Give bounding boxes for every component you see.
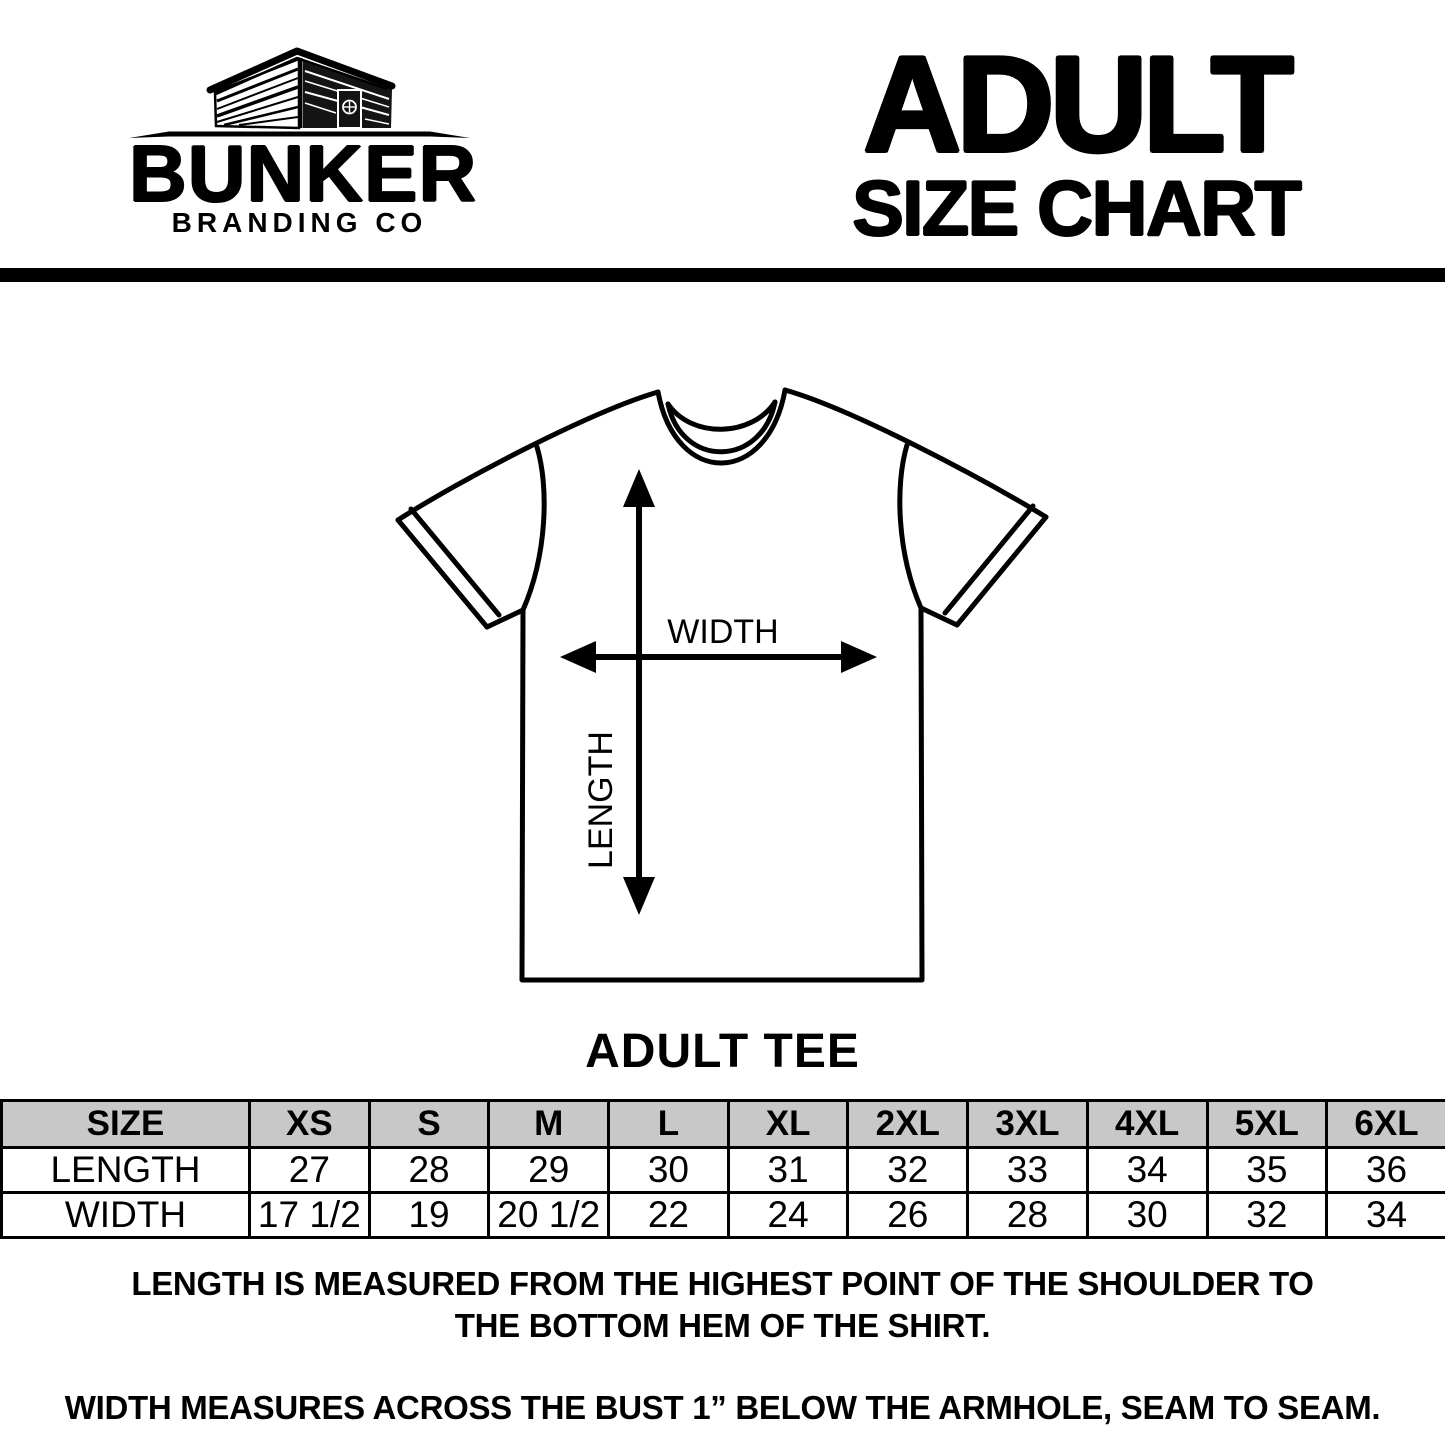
table-header-col: XS: [248, 1099, 371, 1149]
tee-caption: ADULT TEE: [585, 1025, 860, 1078]
length-note-line1: LENGTH IS MEASURED FROM THE HIGHEST POIN…: [131, 1265, 1314, 1302]
cell: 27: [248, 1146, 371, 1194]
table-header-col: L: [607, 1099, 730, 1149]
cell: 35: [1205, 1146, 1329, 1194]
cell: 28: [367, 1146, 491, 1194]
length-arrow: [623, 469, 655, 915]
length-note: LENGTH IS MEASURED FROM THE HIGHEST POIN…: [0, 1263, 1445, 1347]
length-arrow-label: LENGTH: [582, 731, 620, 869]
table-header-size: SIZE: [0, 1099, 251, 1149]
cell: 17 1/2: [248, 1191, 371, 1239]
cell: 31: [726, 1146, 850, 1194]
bunker-building-icon: [129, 47, 470, 138]
table-row-width: WIDTH 17 1/2 19 20 1/2 22 24 26 28 30 32…: [0, 1191, 1445, 1239]
width-note: WIDTH MEASURES ACROSS THE BUST 1” BELOW …: [64, 1389, 1381, 1426]
tee-outline-icon: WIDTH LENGTH: [395, 387, 1049, 983]
width-arrow-label: WIDTH: [667, 613, 778, 651]
brand-subtitle: BRANDING CO: [171, 207, 428, 238]
cell: 26: [846, 1191, 970, 1239]
cell: 32: [1205, 1191, 1329, 1239]
cell: 32: [846, 1146, 970, 1194]
cell: 34: [1085, 1146, 1209, 1194]
page-title-line1: ADULT: [863, 28, 1294, 180]
table-header-col: 4XL: [1085, 1099, 1209, 1149]
table-header-col: XL: [726, 1099, 850, 1149]
table-header-col: M: [487, 1099, 611, 1149]
table-header-row: SIZE XS S M L XL 2XL 3XL 4XL 5XL 6XL: [0, 1099, 1445, 1149]
page-title-line2: SIZE CHART: [852, 164, 1302, 252]
table-row-length: LENGTH 27 28 29 30 31 32 33 34 35 36: [0, 1146, 1445, 1194]
cell: 22: [607, 1191, 730, 1239]
cell: 34: [1325, 1191, 1445, 1239]
cell: 28: [966, 1191, 1089, 1239]
brand-logo: BUNKER BRANDING CO: [129, 45, 478, 245]
cell: 24: [726, 1191, 850, 1239]
size-table: SIZE XS S M L XL 2XL 3XL 4XL 5XL 6XL LEN…: [0, 1099, 1445, 1239]
row-label: LENGTH: [0, 1146, 251, 1194]
cell: 29: [487, 1146, 611, 1194]
cell: 30: [1085, 1191, 1209, 1239]
tee-measurement-diagram: WIDTH LENGTH: [380, 355, 1060, 1015]
table-header-col: 3XL: [966, 1099, 1089, 1149]
brand-name: BUNKER: [129, 129, 478, 218]
row-label: WIDTH: [0, 1191, 251, 1239]
table-header-col: 6XL: [1325, 1099, 1445, 1149]
cell: 19: [367, 1191, 491, 1239]
cell: 30: [607, 1146, 730, 1194]
cell: 33: [966, 1146, 1089, 1194]
divider-bar: [0, 268, 1445, 282]
cell: 20 1/2: [487, 1191, 611, 1239]
width-arrow: [560, 641, 877, 673]
table-header-col: S: [367, 1099, 491, 1149]
table-header-col: 2XL: [846, 1099, 970, 1149]
length-note-line2: THE BOTTOM HEM OF THE SHIRT.: [454, 1307, 991, 1344]
cell: 36: [1325, 1146, 1445, 1194]
table-header-col: 5XL: [1205, 1099, 1329, 1149]
